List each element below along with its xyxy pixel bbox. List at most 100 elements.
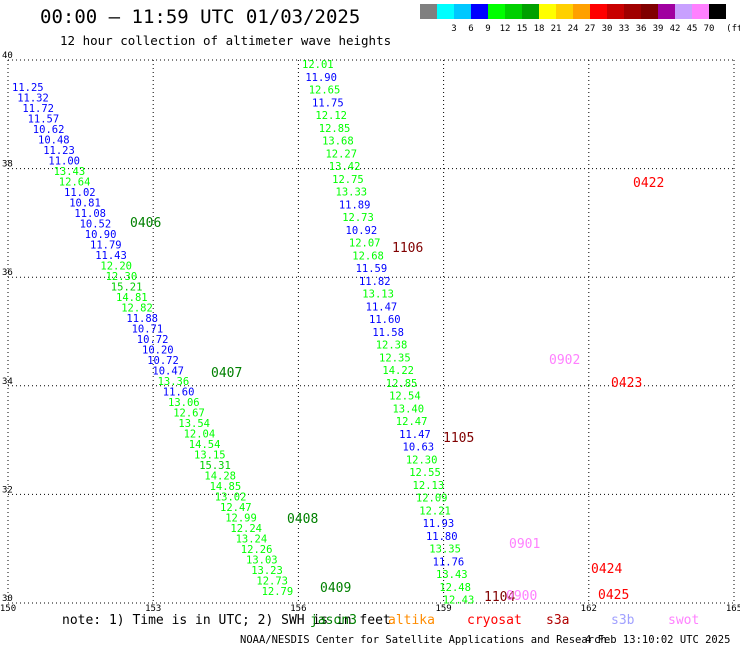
wave-height-value: 12.01 <box>302 59 334 71</box>
satellite-s3b: s3b <box>611 613 635 628</box>
wave-height-value: 11.75 <box>312 97 344 109</box>
legend-swatch <box>539 4 556 19</box>
legend-swatch <box>437 4 454 19</box>
wave-height-value: 12.27 <box>325 148 357 160</box>
legend-swatch <box>471 4 488 19</box>
x-tick-label: 162 <box>581 604 597 614</box>
x-tick-label: 150 <box>0 604 16 614</box>
wave-height-value: 11.47 <box>366 301 398 313</box>
pass-time-label: 0407 <box>211 366 242 381</box>
wave-height-value: 13.23 <box>251 565 283 577</box>
wave-height-value: 13.43 <box>54 166 86 178</box>
wave-height-value: 11.80 <box>426 531 458 543</box>
wave-height-value: 11.23 <box>43 145 75 157</box>
legend-label: 27 <box>584 24 596 34</box>
legend-swatch <box>488 4 505 19</box>
wave-height-value: 14.81 <box>116 292 148 304</box>
wave-height-value: 12.43 <box>443 595 475 607</box>
wave-height-value: 11.32 <box>17 93 49 105</box>
wave-height-value: 10.48 <box>38 135 70 147</box>
wave-height-value: 13.33 <box>336 187 368 199</box>
wave-height-value: 11.58 <box>372 327 404 339</box>
legend-swatch <box>590 4 607 19</box>
legend-label: 3 <box>451 24 457 34</box>
wave-height-value: 14.85 <box>210 481 242 493</box>
wave-height-value: 13.24 <box>236 534 268 546</box>
satellite-cryosat: cryosat <box>467 613 522 628</box>
y-tick-label: 34 <box>2 377 13 387</box>
wave-height-value: 12.54 <box>389 391 421 403</box>
wave-height-value: 10.62 <box>33 124 65 136</box>
x-tick-label: 153 <box>145 604 161 614</box>
wave-height-value: 12.21 <box>419 505 451 517</box>
wave-height-value: 11.08 <box>74 208 106 220</box>
pass-time-label: 0900 <box>506 589 537 604</box>
wave-height-value: 12.20 <box>100 261 132 273</box>
wave-height-value: 11.25 <box>12 82 44 94</box>
wave-height-value: 11.60 <box>369 314 401 326</box>
wave-height-value: 13.54 <box>178 418 210 430</box>
wave-height-value: 11.47 <box>399 429 431 441</box>
wave-height-value: 13.43 <box>436 569 468 581</box>
wave-height-value: 10.81 <box>69 198 101 210</box>
wave-height-value: 10.72 <box>147 355 179 367</box>
wave-height-value: 12.26 <box>241 544 273 556</box>
legend-swatch <box>709 4 726 19</box>
wave-height-value: 11.93 <box>423 518 455 530</box>
legend-label: 42 <box>669 24 681 34</box>
wave-height-value: 12.38 <box>376 340 408 352</box>
wave-height-value: 12.48 <box>439 582 471 594</box>
wave-height-value: 11.59 <box>356 263 388 275</box>
wave-height-value: 11.00 <box>48 156 80 168</box>
legend-swatch <box>420 4 437 19</box>
pass-time-label: 0423 <box>611 376 642 391</box>
wave-height-value: 12.47 <box>396 416 428 428</box>
wave-height-value: 13.40 <box>392 403 424 415</box>
x-tick-label: 159 <box>435 604 451 614</box>
wave-height-value: 12.47 <box>220 502 252 514</box>
wave-height-value: 10.20 <box>142 345 174 357</box>
wave-height-value: 15.21 <box>111 282 143 294</box>
wave-height-value: 11.60 <box>163 387 195 399</box>
wave-height-value: 12.67 <box>173 408 205 420</box>
wave-height-value: 12.68 <box>352 250 384 262</box>
wave-height-value: 11.43 <box>95 250 127 262</box>
wave-height-value: 13.15 <box>194 450 226 462</box>
wave-height-value: 15.31 <box>199 460 231 472</box>
wave-height-value: 10.92 <box>346 225 378 237</box>
wave-height-value: 13.36 <box>158 376 190 388</box>
wave-height-value: 10.90 <box>85 229 117 241</box>
wave-height-value: 12.09 <box>416 493 448 505</box>
wave-height-value: 13.13 <box>362 289 394 301</box>
legend-label: 9 <box>485 24 491 34</box>
wave-height-value: 12.99 <box>225 513 257 525</box>
legend-swatch <box>454 4 471 19</box>
legend-label: 36 <box>635 24 647 34</box>
wave-height-value: 14.22 <box>382 365 414 377</box>
pass-time-label: 1104 <box>484 590 515 605</box>
wave-height-value: 12.73 <box>256 576 288 588</box>
pass-time-label: 0425 <box>598 588 629 603</box>
legend-label: 15 <box>516 24 528 34</box>
pass-time-label: 0409 <box>320 581 351 596</box>
wave-height-value: 13.35 <box>429 544 461 556</box>
wave-height-value: 11.76 <box>433 556 465 568</box>
wave-height-value: 10.47 <box>152 366 184 378</box>
legend-label: 70 <box>703 24 715 34</box>
wave-height-value: 12.12 <box>315 110 347 122</box>
pass-time-label: 0406 <box>130 216 161 231</box>
pass-time-label: 1106 <box>392 241 423 256</box>
legend-swatch <box>675 4 692 19</box>
wave-height-value: 11.90 <box>305 72 337 84</box>
pass-time-label: 0901 <box>509 537 540 552</box>
pass-time-label: 0424 <box>591 562 622 577</box>
wave-height-value: 10.71 <box>132 324 164 336</box>
y-tick-label: 38 <box>2 160 13 170</box>
wave-height-value: 13.68 <box>322 136 354 148</box>
credit-line: NOAA/NESDIS Center for Satellite Applica… <box>240 634 607 646</box>
wave-height-value: 10.52 <box>80 219 112 231</box>
legend-swatch <box>556 4 573 19</box>
wave-height-value: 11.79 <box>90 240 122 252</box>
satellite-s3a: s3a <box>546 613 570 628</box>
